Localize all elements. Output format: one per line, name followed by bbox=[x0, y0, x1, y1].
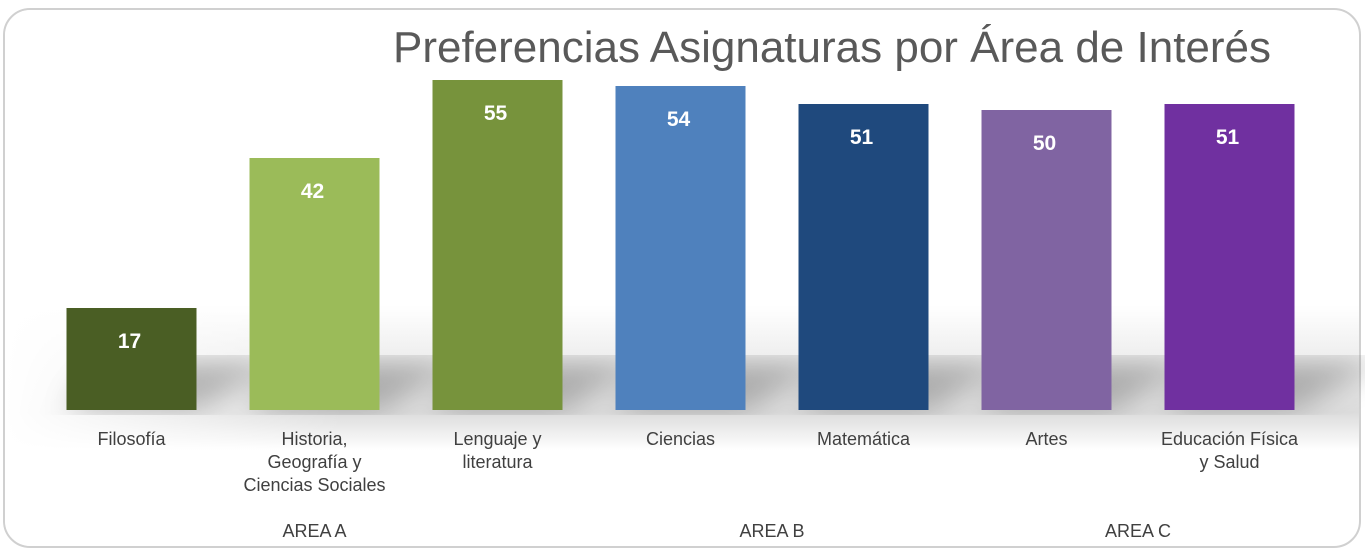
x-tick-label: Filosofía bbox=[97, 429, 166, 449]
value-label: 17 bbox=[118, 330, 141, 353]
x-tick-label: Ciencias bbox=[645, 429, 716, 449]
x-tick-label: Artes bbox=[1025, 429, 1068, 449]
bar bbox=[66, 308, 197, 410]
bar bbox=[1164, 104, 1295, 410]
group-label: AREA B bbox=[739, 521, 805, 541]
x-tick-label: Historia, Geografía y Ciencias Sociales bbox=[243, 429, 386, 495]
value-label: 51 bbox=[1216, 126, 1240, 149]
bar bbox=[798, 104, 929, 410]
value-label: 42 bbox=[301, 180, 324, 203]
bar bbox=[615, 86, 746, 410]
group-label: AREA A bbox=[282, 521, 347, 541]
value-label: 54 bbox=[667, 108, 691, 131]
value-label: 55 bbox=[484, 102, 508, 125]
group-label: AREA C bbox=[1104, 521, 1172, 541]
bar bbox=[432, 80, 563, 410]
bar bbox=[249, 158, 380, 410]
value-label: 50 bbox=[1033, 132, 1056, 155]
x-tick-label: Matemática bbox=[816, 429, 911, 449]
x-tick-label: Educación Física y Salud bbox=[1160, 429, 1299, 472]
value-label: 51 bbox=[850, 126, 874, 149]
bars: 17 42 55 54 51 50 51 bbox=[66, 80, 1295, 410]
bar bbox=[981, 110, 1112, 410]
chart-title: Preferencias Asignaturas por Área de Int… bbox=[393, 23, 1271, 72]
x-tick-label: Lenguaje y literatura bbox=[453, 429, 542, 472]
